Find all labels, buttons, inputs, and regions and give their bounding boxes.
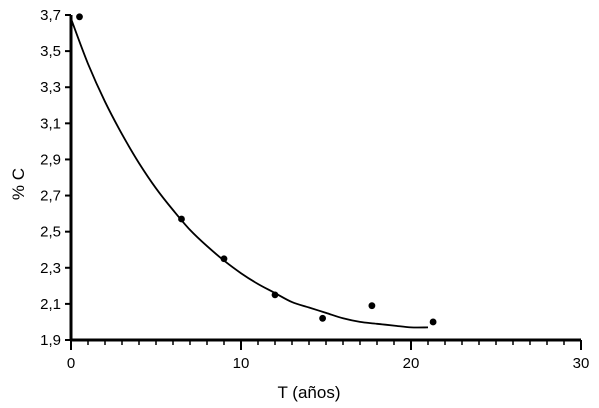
curve-layer — [70, 18, 429, 329]
data-point — [429, 318, 437, 326]
y-axis-title: % C — [9, 168, 28, 200]
y-tick-label: 3,7 — [40, 7, 61, 24]
x-tick-label: 0 — [67, 355, 75, 372]
y-tick-label: 2,3 — [40, 260, 61, 277]
fitted-curve — [70, 18, 429, 329]
tick-layer — [65, 14, 582, 350]
data-point — [271, 291, 279, 299]
x-tick-label: 20 — [403, 355, 420, 372]
y-tick-label: 1,9 — [40, 332, 61, 349]
data-point — [220, 255, 228, 263]
x-axis-title: T (años) — [278, 383, 341, 402]
y-tick-label: 3,5 — [40, 43, 61, 60]
tick-label-layer: 0 10 20 30 1,9 2,1 2,3 2,5 2,7 2,9 3,1 3,3 3,5 3,7 — [40, 7, 589, 372]
x-tick-label: 30 — [573, 355, 590, 372]
data-point — [368, 302, 376, 310]
y-tick-label: 2,9 — [40, 151, 61, 168]
data-point — [178, 215, 185, 223]
x-tick-label: 10 — [233, 355, 250, 372]
y-tick-label: 3,3 — [40, 79, 61, 96]
data-point — [319, 314, 326, 322]
points-layer — [76, 13, 437, 326]
y-tick-label: 2,7 — [40, 188, 61, 205]
y-tick-label: 2,1 — [40, 296, 61, 313]
y-tick-label: 2,5 — [40, 224, 61, 241]
data-point — [76, 13, 83, 21]
y-tick-label: 3,1 — [40, 115, 61, 132]
